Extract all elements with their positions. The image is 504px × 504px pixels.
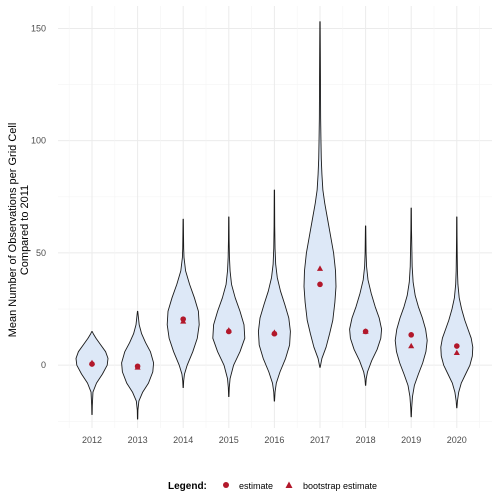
legend-title: Legend: [168,481,207,492]
violin-2020 [440,216,474,409]
violin-2016 [257,189,291,402]
x-tick-label: 2012 [82,435,102,445]
violin-2015 [212,216,246,398]
y-axis-ticks: 0 50 100 150 [31,23,46,370]
estimate-point-2017 [317,281,323,288]
x-tick-label: 2013 [128,435,148,445]
estimate-point-2019 [408,332,415,338]
x-tick-label: 2017 [310,435,330,445]
violin-2012 [75,331,109,415]
bootstrap-point-2015 [225,327,232,333]
x-tick-label: 2020 [447,435,467,445]
legend-bootstrap-label: bootstrap estimate [303,481,377,491]
bootstrap-point-2014 [180,318,187,324]
legend-estimate-marker [223,482,229,488]
x-tick-label: 2016 [264,435,284,445]
x-axis-ticks: 2012 2013 2014 2015 2016 2017 2018 2019 2020 [82,435,467,445]
x-tick-label: 2018 [356,435,376,445]
y-tick-label: 100 [31,136,46,146]
legend: Legend: estimate bootstrap estimate [168,481,377,492]
y-axis-label-line-1: Mean Number of Observations per Grid Cel… [7,123,19,338]
y-tick-label: 0 [41,360,46,370]
violins [75,21,474,420]
violin-2018 [349,225,383,386]
violin-2017 [303,21,337,368]
bootstrap-point-2012 [88,359,96,366]
y-tick-label: 150 [31,23,46,33]
bootstrap-point-2013 [134,364,141,370]
violin-2014 [166,218,200,389]
y-axis-label-line-2: Compared to 2011 [19,185,31,275]
y-tick-label: 50 [36,248,46,258]
x-tick-label: 2014 [173,435,193,445]
x-tick-label: 2019 [401,435,421,445]
bootstrap-point-2019 [408,342,415,349]
bootstrap-point-2018 [362,328,369,334]
estimate-point-2020 [454,343,460,349]
bootstrap-point-2020 [453,349,460,356]
violin-2019 [394,207,428,418]
legend-estimate-label: estimate [239,481,273,491]
x-tick-label: 2015 [219,435,239,445]
bootstrap-point-2016 [271,329,278,335]
legend-bootstrap-marker [285,481,293,488]
bootstrap-point-2017 [316,265,324,271]
estimate-points [88,265,460,370]
